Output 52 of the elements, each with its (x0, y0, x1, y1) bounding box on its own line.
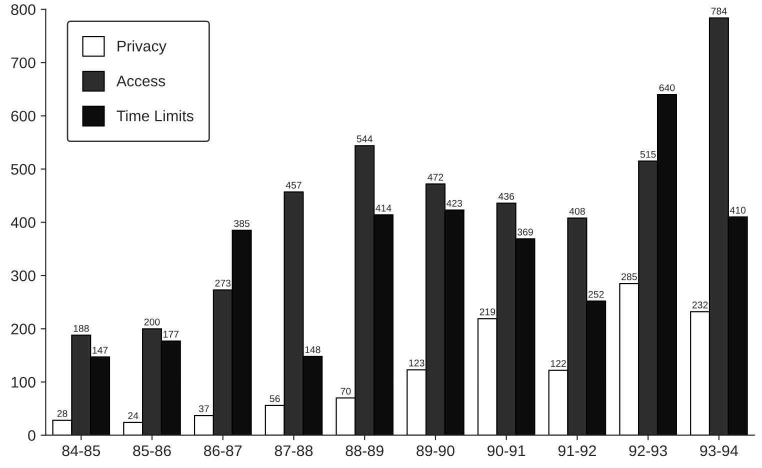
x-tick-label: 90-91 (488, 445, 526, 456)
data-label: 232 (692, 302, 708, 308)
data-label: 24 (128, 412, 138, 420)
x-tick-label: 92-93 (629, 445, 667, 456)
y-tick-label: 400 (10, 217, 36, 228)
data-label: 273 (215, 280, 231, 287)
data-label: 544 (356, 136, 372, 142)
data-label: 28 (57, 410, 68, 418)
legend-label: Time Limits (116, 110, 194, 122)
data-label: 200 (144, 318, 160, 326)
x-tick-label: 93-94 (700, 445, 738, 456)
data-label: 219 (480, 308, 496, 316)
data-label: 70 (340, 388, 351, 395)
data-label: 148 (305, 346, 320, 354)
data-label: 122 (550, 360, 566, 367)
data-label: 436 (498, 192, 514, 200)
data-label: 37 (198, 405, 209, 412)
data-label: 410 (730, 206, 746, 214)
data-label: 188 (74, 324, 89, 332)
data-label: 147 (92, 346, 108, 354)
y-tick-label: 300 (11, 270, 36, 282)
y-tick-label: 500 (11, 164, 36, 175)
data-label: 56 (270, 395, 280, 402)
x-tick-label: 85-86 (133, 445, 171, 456)
legend-label: Access (116, 76, 166, 86)
data-label: 408 (569, 208, 585, 215)
data-label: 640 (659, 84, 675, 92)
data-label: 123 (409, 360, 424, 366)
y-tick-label: 200 (11, 324, 36, 334)
y-tick-label: 800 (11, 4, 36, 16)
data-label: 784 (711, 8, 727, 15)
y-tick-label: 700 (11, 57, 36, 68)
x-tick-label: 88-89 (346, 445, 384, 456)
data-label: 423 (446, 200, 462, 207)
x-tick-label: 86-87 (204, 445, 242, 456)
x-tick-label: 91-92 (558, 445, 596, 456)
x-tick-label: 87-88 (274, 445, 313, 456)
legend-label: Privacy (118, 40, 166, 55)
data-label: 252 (588, 290, 604, 298)
data-label: 385 (234, 220, 250, 227)
x-tick-label: 84-85 (62, 445, 100, 456)
data-label: 285 (622, 273, 637, 280)
y-tick-label: 100 (12, 376, 36, 388)
y-tick-label: 600 (11, 110, 36, 122)
data-label: 515 (640, 150, 656, 158)
data-label: 414 (376, 204, 392, 212)
data-label: 369 (518, 228, 533, 236)
data-label: 457 (286, 182, 302, 189)
data-label: 177 (164, 330, 179, 338)
x-tick-label: 89-90 (416, 445, 454, 456)
y-tick-label: 0 (28, 430, 36, 441)
data-label: 472 (428, 174, 444, 181)
